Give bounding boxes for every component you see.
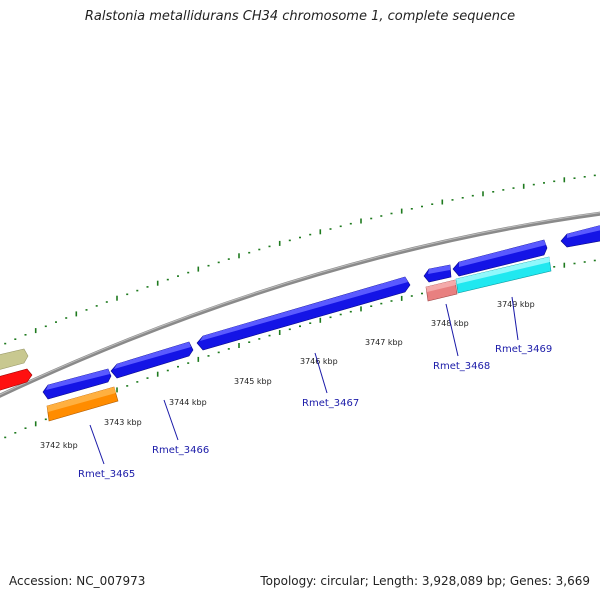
feature-pink-3468-shine [426, 280, 456, 292]
reverse-strand-features [0, 256, 552, 422]
ruler-label: 3747 kbp [365, 338, 403, 347]
ruler-label: 3748 kbp [431, 319, 469, 328]
feature-cds-forward-right-shine [567, 225, 600, 238]
leader-line-rmet-3469 [511, 296, 519, 341]
leader-line-rmet-3468 [445, 303, 459, 357]
map-title: Ralstonia metallidurans CH34 chromosome … [84, 9, 516, 24]
gene-labels: Rmet_3465 Rmet_3466 Rmet_3467 Rmet_3468 … [78, 344, 552, 480]
ruler-label: 3749 kbp [497, 300, 535, 309]
gene-label-rmet-3467[interactable]: Rmet_3467 [302, 398, 359, 409]
ruler-label: 3746 kbp [300, 357, 338, 366]
ruler-label: 3745 kbp [234, 377, 272, 386]
feature-cds-3469-forward-shine [459, 240, 546, 267]
feature-khaki[interactable] [0, 348, 29, 371]
feature-red[interactable] [0, 368, 33, 392]
chromosome-backbone-highlight [0, 212, 600, 396]
ruler-label: 3742 kbp [40, 441, 78, 450]
feature-cds-3467-shine [200, 277, 408, 341]
accession-text: Accession: NC_007973 [9, 574, 146, 588]
ruler-label: 3743 kbp [104, 418, 142, 427]
gene-label-rmet-3468[interactable]: Rmet_3468 [433, 361, 490, 372]
feature-cyan-3469-shine [456, 257, 550, 284]
forward-strand-features [0, 225, 600, 371]
feature-cds-small-shine [428, 265, 450, 274]
gene-label-rmet-3469[interactable]: Rmet_3469 [495, 344, 552, 355]
leader-line-rmet-3467 [314, 352, 328, 394]
chromosome-backbone [0, 211, 600, 398]
outer-tick-track [4, 174, 596, 345]
feature-cds-3465-shine [46, 369, 110, 390]
gene-label-rmet-3465[interactable]: Rmet_3465 [78, 469, 135, 480]
ruler-labels: 3742 kbp 3743 kbp 3744 kbp 3745 kbp 3746… [40, 300, 535, 450]
leader-line-rmet-3466 [163, 399, 179, 441]
gene-label-rmet-3466[interactable]: Rmet_3466 [152, 445, 209, 456]
feature-cds-3466-shine [114, 342, 191, 369]
feature-orange-3465-shine [47, 387, 116, 412]
gene-label-lines [89, 296, 519, 465]
topology-text: Topology: circular; Length: 3,928,089 bp… [260, 574, 590, 588]
ruler-label: 3744 kbp [169, 398, 207, 407]
leader-line-rmet-3465 [89, 424, 105, 465]
